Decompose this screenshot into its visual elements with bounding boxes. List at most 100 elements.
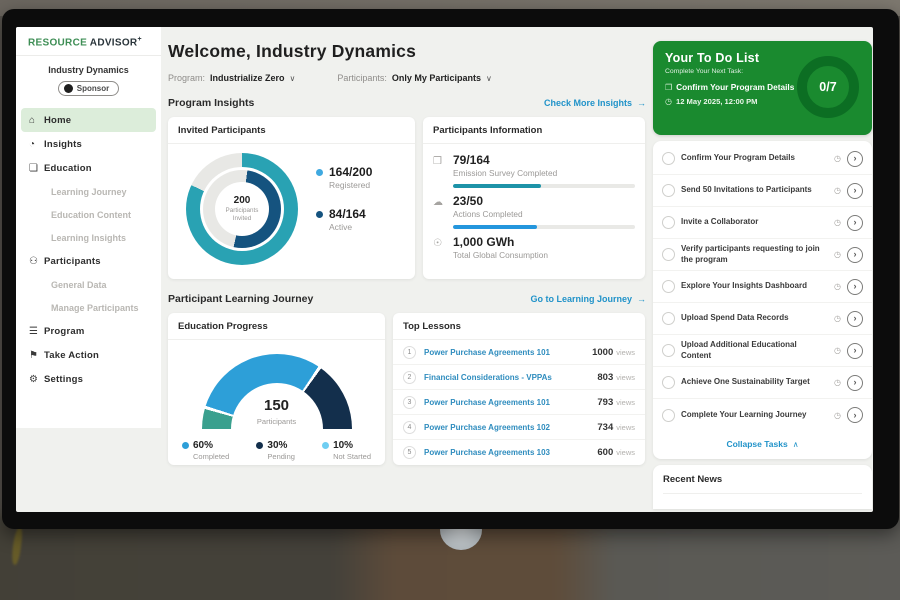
task-open-button[interactable]: › <box>847 375 863 391</box>
sidebar-item-general-data[interactable]: General Data <box>16 273 161 296</box>
task-checkbox[interactable] <box>662 216 675 229</box>
sidebar-item-learning-insights[interactable]: Learning Insights <box>16 226 161 249</box>
sidebar-item-label: Take Action <box>44 350 99 361</box>
task-row[interactable]: Explore Your Insights Dashboard ◷ › <box>653 271 872 303</box>
task-row[interactable]: Invite a Collaborator ◷ › <box>653 207 872 239</box>
todo-next-task: ❒ Confirm Your Program Details <box>665 82 805 92</box>
actions-progress-bar <box>453 225 635 229</box>
sidebar-item-label: Insights <box>44 139 82 150</box>
sidebar-item-label: Education <box>44 163 92 174</box>
sidebar-item-participants[interactable]: ⚇ Participants <box>16 249 161 273</box>
legend-pending: 30% Pending <box>256 440 295 461</box>
task-open-button[interactable]: › <box>847 311 863 327</box>
task-checkbox[interactable] <box>662 409 675 422</box>
sidebar-item-label: Home <box>44 115 71 126</box>
task-row[interactable]: Upload Additional Educational Content ◷ … <box>653 335 872 367</box>
stat-label: Actions Completed <box>453 209 523 219</box>
task-label: Invite a Collaborator <box>681 217 828 227</box>
sidebar-item-manage-participants[interactable]: Manage Participants <box>16 296 161 319</box>
sidebar-nav: ⌂ Home ◔ Insights ❏ Education Learning J… <box>16 108 161 391</box>
clock-icon: ◷ <box>834 218 841 227</box>
legend-registered: 164/200 Registered <box>316 165 372 190</box>
sidebar: RESOURCE ADVISOR+ Industry Dynamics Spon… <box>16 27 161 428</box>
clock-icon: ◷ <box>834 378 841 387</box>
sidebar-item-insights[interactable]: ◔ Insights <box>16 132 161 156</box>
task-row[interactable]: Confirm Your Program Details ◷ › <box>653 143 872 175</box>
education-icon: ❏ <box>29 163 44 174</box>
lesson-link[interactable]: Power Purchase Agreements 102 <box>424 423 597 432</box>
sidebar-item-learning-journey[interactable]: Learning Journey <box>16 180 161 203</box>
sidebar-item-settings[interactable]: ⚙ Settings <box>16 367 161 391</box>
sidebar-item-education[interactable]: ❏ Education <box>16 156 161 180</box>
lesson-rank: 3 <box>403 396 416 409</box>
actions-icon: ☁ <box>433 195 446 219</box>
sponsor-badge: Sponsor <box>58 81 119 96</box>
learning-journey-header: Participant Learning Journey Go to Learn… <box>168 293 646 305</box>
program-dropdown[interactable]: Program: Industrialize Zero ∨ <box>168 73 295 83</box>
task-checkbox[interactable] <box>662 248 675 261</box>
task-checkbox[interactable] <box>662 312 675 325</box>
sidebar-item-education-content[interactable]: Education Content <box>16 203 161 226</box>
task-open-button[interactable]: › <box>847 215 863 231</box>
gauge-legend-dot <box>322 442 329 449</box>
task-open-button[interactable]: › <box>847 151 863 167</box>
gauge-center-label: Participants <box>202 417 352 426</box>
sidebar-item-home[interactable]: ⌂ Home <box>21 108 156 132</box>
top-lessons-card: Top Lessons 1 Power Purchase Agreements … <box>393 313 645 465</box>
sidebar-item-take-action[interactable]: ⚑ Take Action <box>16 343 161 367</box>
active-value: 84/164 <box>329 207 366 221</box>
task-row[interactable]: Verify participants requesting to join t… <box>653 239 872 271</box>
go-to-learning-journey-link[interactable]: Go to Learning Journey → <box>530 294 646 304</box>
task-checkbox[interactable] <box>662 344 675 357</box>
take-action-icon: ⚑ <box>29 350 44 361</box>
task-open-button[interactable]: › <box>847 343 863 359</box>
legend-not-started: 10% Not Started <box>322 440 371 461</box>
card-title: Participants Information <box>423 117 645 144</box>
task-row[interactable]: Upload Spend Data Records ◷ › <box>653 303 872 335</box>
gauge-legend-dot <box>256 442 263 449</box>
lesson-link[interactable]: Financial Considerations - VPPAs <box>424 373 597 382</box>
lesson-link[interactable]: Power Purchase Agreements 103 <box>424 448 597 457</box>
check-more-insights-link[interactable]: Check More Insights → <box>544 98 646 108</box>
active-dot <box>316 211 323 218</box>
program-icon: ☰ <box>29 326 44 337</box>
todo-panel: Your To Do List Complete Your Next Task:… <box>653 27 872 512</box>
lesson-link[interactable]: Power Purchase Agreements 101 <box>424 348 592 357</box>
stat-value: 79/164 <box>453 154 557 167</box>
task-open-button[interactable]: › <box>847 407 863 423</box>
task-checkbox[interactable] <box>662 280 675 293</box>
lesson-link[interactable]: Power Purchase Agreements 101 <box>424 398 597 407</box>
stat-value: 23/50 <box>453 195 523 208</box>
task-checkbox[interactable] <box>662 152 675 165</box>
task-open-button[interactable]: › <box>847 279 863 295</box>
participants-icon: ⚇ <box>29 256 44 267</box>
sidebar-item-label: Participants <box>44 256 101 267</box>
insights-cards-row: Invited Participants 200 Participants In… <box>168 117 646 279</box>
stat-value: 1,000 GWh <box>453 236 548 249</box>
legend-active: 84/164 Active <box>316 207 372 232</box>
brand-advisor: ADVISOR <box>90 37 138 48</box>
task-checkbox[interactable] <box>662 184 675 197</box>
sidebar-item-program[interactable]: ☰ Program <box>16 319 161 343</box>
clock-icon: ◷ <box>834 411 841 420</box>
org-name: Industry Dynamics <box>16 65 161 75</box>
participants-information-card: Participants Information ❒ 79/164 Emissi… <box>423 117 645 279</box>
main-content: Welcome, Industry Dynamics Program: Indu… <box>161 27 653 512</box>
chevron-down-icon: ∨ <box>290 74 296 83</box>
collapse-tasks-row: Collapse Tasks ∧ <box>653 431 872 457</box>
collapse-tasks-link[interactable]: Collapse Tasks <box>726 439 787 449</box>
task-row[interactable]: Complete Your Learning Journey ◷ › <box>653 399 872 431</box>
task-open-button[interactable]: › <box>847 247 863 263</box>
participants-dropdown[interactable]: Participants: Only My Participants ∨ <box>337 73 491 83</box>
task-open-button[interactable]: › <box>847 183 863 199</box>
clock-icon: ◷ <box>834 186 841 195</box>
task-row[interactable]: Achieve One Sustainability Target ◷ › <box>653 367 872 399</box>
link-label: Go to Learning Journey <box>530 294 632 304</box>
task-checkbox[interactable] <box>662 376 675 389</box>
task-row[interactable]: Send 50 Invitations to Participants ◷ › <box>653 175 872 207</box>
donut-center-value: 200 <box>234 195 251 206</box>
participants-value: Only My Participants <box>392 73 481 83</box>
sponsor-label: Sponsor <box>77 84 109 93</box>
link-label: Check More Insights <box>544 98 632 108</box>
clipboard-icon: ❒ <box>665 83 672 92</box>
